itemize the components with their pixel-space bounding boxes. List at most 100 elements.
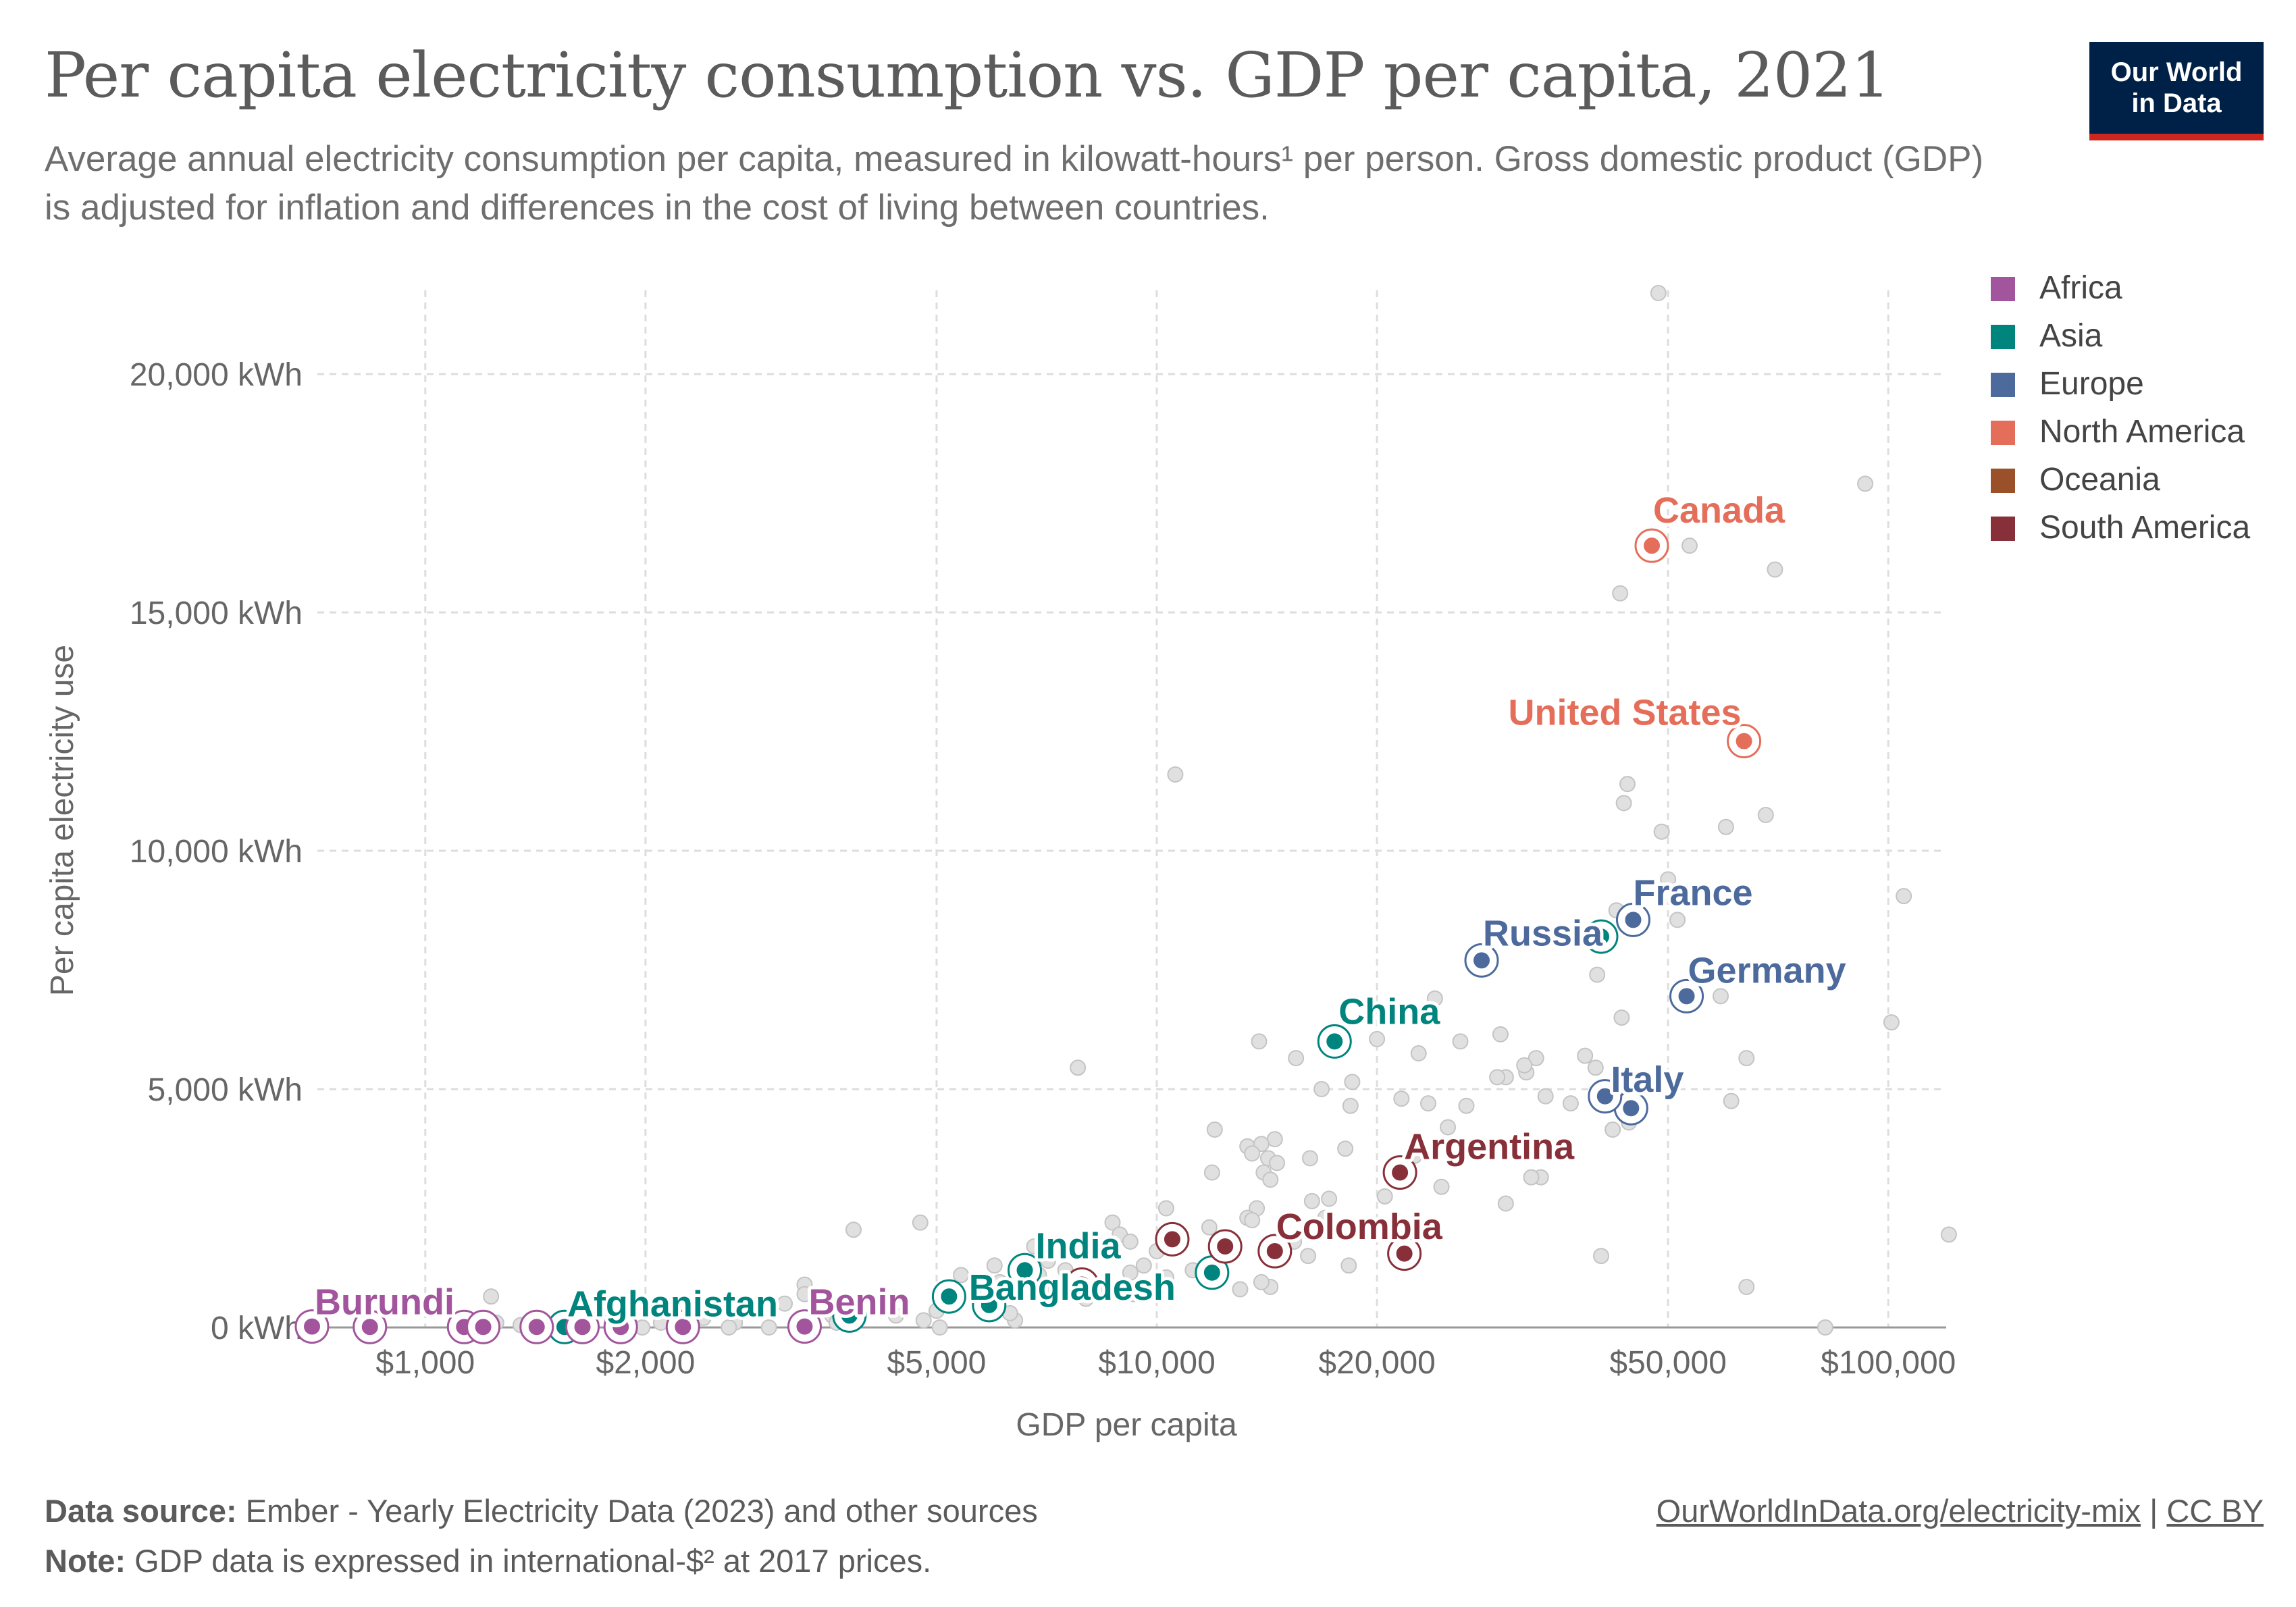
background-point [1940, 1226, 1957, 1243]
legend-item[interactable]: Africa [1991, 270, 2122, 306]
country-label: China [1338, 991, 1440, 1032]
background-point [915, 1312, 932, 1329]
background-point [1757, 807, 1774, 824]
owid-logo[interactable]: Our World in Data [2089, 42, 2264, 140]
legend-swatch [1991, 517, 2015, 541]
background-point [760, 1319, 777, 1336]
highlight-point [795, 1317, 814, 1336]
license-link[interactable]: CC BY [2166, 1493, 2264, 1529]
legend-item[interactable]: Europe [1991, 366, 2144, 402]
legend-item[interactable]: Oceania [1991, 462, 2160, 498]
background-point [1369, 1030, 1386, 1047]
country-label: Italy [1611, 1059, 1684, 1100]
legend-label: Europe [2039, 366, 2144, 402]
x-tick-label: $100,000 [1821, 1345, 1956, 1381]
background-point [1497, 1195, 1514, 1212]
background-point [991, 1273, 1008, 1290]
highlight-point [1734, 731, 1754, 751]
highlight-point [939, 1287, 959, 1307]
legend-swatch [1991, 421, 2015, 445]
background-point [1361, 1219, 1378, 1236]
logo-line-2: in Data [2131, 88, 2222, 118]
background-point [1321, 1190, 1338, 1207]
background-point [1767, 561, 1783, 578]
background-point [1266, 1131, 1283, 1148]
legend: Africa Asia Europe North America Oceania Sout… [1991, 270, 2250, 546]
background-point [1650, 285, 1667, 301]
background-point [1589, 966, 1606, 983]
country-label: Canada [1653, 490, 1785, 531]
legend-swatch [1991, 277, 2015, 301]
background-point [1660, 871, 1677, 888]
source-label: Data source: [45, 1493, 237, 1529]
background-point [1433, 1178, 1450, 1195]
source-link[interactable]: OurWorldInData.org/electricity-mix [1656, 1493, 2141, 1529]
background-point [1440, 1119, 1457, 1136]
background-point [1317, 1209, 1334, 1226]
background-point [1122, 1264, 1139, 1281]
background-point [1039, 1253, 1056, 1269]
country-label: France [1633, 872, 1752, 913]
background-point [1232, 1281, 1249, 1298]
background-point [1303, 1192, 1320, 1209]
chart-subtitle: Average annual electricity consumption p… [45, 139, 1984, 228]
background-point [1817, 1319, 1833, 1336]
legend-item[interactable]: South America [1991, 510, 2250, 546]
background-point [912, 1214, 929, 1231]
logo-line-1: Our World [2110, 57, 2243, 87]
background-point [1717, 818, 1734, 835]
background-point [1896, 888, 1912, 905]
background-point [1167, 766, 1184, 783]
background-point [1410, 1045, 1427, 1062]
background-point [1593, 1248, 1610, 1265]
background-point [931, 1319, 948, 1336]
background-point [1251, 1033, 1268, 1050]
highlight-point [1592, 927, 1611, 947]
background-point [1452, 1033, 1469, 1050]
legend-label: North America [2039, 414, 2245, 450]
x-tick-label: $1,000 [375, 1345, 475, 1381]
highlight-point [1623, 910, 1643, 930]
legend-swatch [1991, 373, 2015, 397]
x-tick-label: $10,000 [1098, 1345, 1216, 1381]
y-tick-label: 20,000 kWh [130, 357, 303, 393]
background-point [1376, 1188, 1393, 1205]
country-label: United States [1509, 693, 1742, 733]
highlight-point [1595, 1086, 1615, 1106]
footer-source: Data source: Ember - Yearly Electricity … [45, 1492, 1038, 1529]
background-point [1537, 1088, 1554, 1105]
background-point [1587, 1059, 1604, 1076]
footer-note: Note: GDP data is expressed in internati… [45, 1542, 931, 1579]
background-point [1393, 1090, 1410, 1107]
background-point [1681, 537, 1698, 554]
highlight-point [1472, 951, 1492, 970]
background-point [1458, 1097, 1475, 1114]
background-point [777, 1295, 793, 1312]
link-separator: | [2141, 1493, 2167, 1529]
country-labels: Canada United States France Russia Germany It… [311, 487, 1850, 1327]
note-label: Note: [45, 1543, 126, 1579]
background-point [1104, 1214, 1121, 1231]
country-label: Afghanistan [567, 1284, 778, 1324]
background-point [1070, 1059, 1087, 1076]
legend-swatch [1991, 469, 2015, 493]
background-point [1489, 1069, 1506, 1086]
background-point [845, 1221, 862, 1238]
x-tick-label: $50,000 [1609, 1345, 1727, 1381]
background-point [887, 1307, 904, 1324]
background-point [1300, 1248, 1317, 1265]
chart-title: Per capita electricity consumption vs. G… [45, 39, 1890, 111]
legend-label: Africa [2039, 270, 2122, 306]
background-point [1492, 1026, 1509, 1043]
highlight-point [473, 1317, 493, 1337]
background-point [1262, 1171, 1279, 1188]
y-tick-label: 10,000 kWh [130, 834, 303, 870]
note-text: GDP data is expressed in international-$… [126, 1543, 932, 1579]
legend-item[interactable]: North America [1991, 414, 2245, 450]
background-point [1044, 1278, 1061, 1295]
background-point [1653, 823, 1670, 840]
legend-item[interactable]: Asia [1991, 318, 2103, 354]
background-point [1562, 1095, 1579, 1112]
background-point [1615, 795, 1632, 812]
